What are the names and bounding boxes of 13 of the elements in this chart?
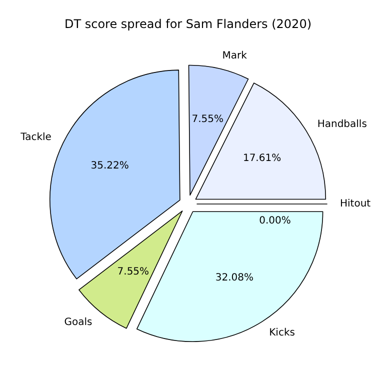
chart-title: DT score spread for Sam Flanders (2020)	[64, 17, 312, 31]
data-label: 7.55%	[192, 114, 224, 125]
text: 0.00%	[259, 216, 291, 227]
slice-label: Handballs	[317, 118, 367, 130]
data-label: 17.61%	[242, 153, 282, 164]
slice-label: Kicks	[269, 327, 295, 338]
slice-label: Tackle	[20, 132, 52, 143]
data-label: 32.08%	[215, 272, 254, 284]
data-label: 7.55%	[117, 266, 150, 278]
category-label: Hitout	[340, 198, 371, 210]
data-label: 35.22%	[90, 160, 129, 172]
slice-label: Mark	[222, 50, 248, 62]
slice-label: Goals	[64, 316, 92, 328]
